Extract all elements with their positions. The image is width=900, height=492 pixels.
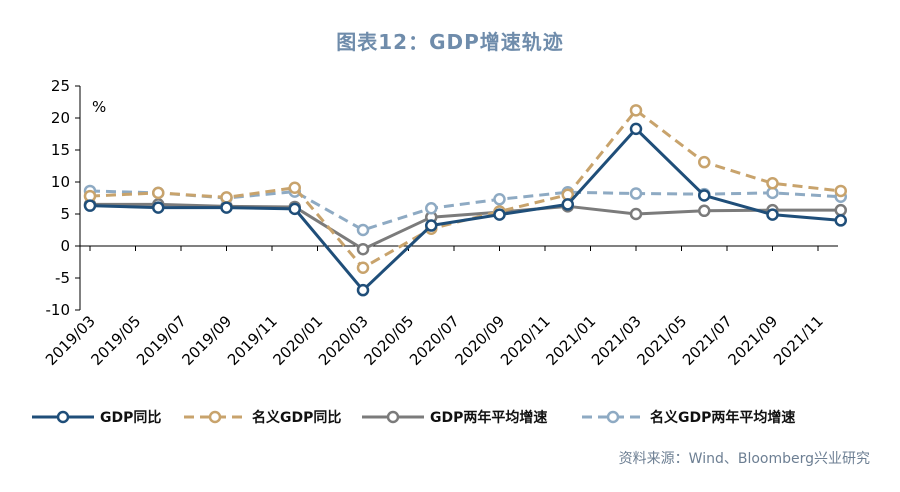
data-point (356, 242, 370, 256)
legend-swatch-icon (582, 410, 644, 424)
series-line (89, 127, 841, 292)
y-tick-label: 15 (51, 141, 70, 159)
data-point (356, 283, 370, 297)
x-tick-label: 2019/05 (88, 312, 145, 369)
data-point (356, 261, 370, 275)
data-point (629, 207, 643, 221)
data-point (425, 219, 438, 232)
legend-item: GDP同比 (30, 404, 161, 430)
x-tick-label: 2019/09 (179, 312, 236, 369)
series-1 (83, 104, 847, 275)
data-point (834, 203, 847, 217)
data-point (288, 202, 301, 216)
data-point (629, 104, 643, 117)
x-tick-label: 2021/01 (543, 312, 600, 369)
legend-swatch-icon (32, 410, 94, 424)
series-layer (83, 104, 847, 297)
legend-swatch-icon (362, 410, 424, 424)
data-point (425, 201, 438, 215)
x-tick-label: 2020/05 (361, 312, 418, 369)
data-point (629, 122, 643, 136)
x-tick-label: 2021/03 (588, 312, 645, 369)
y-tick-label: 20 (51, 109, 70, 127)
data-point (220, 201, 233, 214)
data-point (766, 208, 779, 221)
data-point (629, 187, 643, 200)
legend-swatch-icon (184, 410, 246, 424)
x-tick-label: 2021/09 (725, 312, 782, 369)
data-point (83, 199, 97, 212)
data-point (698, 189, 711, 202)
x-tick-label: 2019/07 (133, 312, 190, 369)
x-tick-label: 2020/03 (315, 312, 372, 369)
data-point (834, 214, 847, 227)
x-tick-label: 2019/11 (224, 312, 281, 369)
legend-item: 名义GDP两年平均增速 (580, 404, 795, 430)
x-tick-label: 2020/01 (270, 312, 327, 369)
y-tick-label: -5 (55, 269, 70, 287)
data-point (493, 193, 506, 206)
x-tick-label: 2020/07 (406, 312, 463, 369)
data-point (698, 204, 711, 218)
series-line (89, 108, 841, 270)
data-point (493, 208, 506, 221)
legend-label: 名义GDP同比 (252, 410, 342, 426)
series-0 (83, 122, 847, 297)
data-point (152, 186, 165, 200)
x-tick-label: 2020/11 (497, 312, 554, 369)
unit-label: % (92, 98, 106, 116)
legend-item: GDP两年平均增速 (360, 404, 547, 430)
data-point (766, 177, 779, 190)
legend-label: GDP两年平均增速 (430, 410, 548, 426)
y-tick-label: 5 (60, 205, 70, 223)
y-tick-label: 10 (51, 173, 70, 191)
y-tick-label: 25 (51, 77, 70, 95)
x-tick-label: 2021/07 (679, 312, 736, 369)
x-tick-label: 2020/09 (452, 312, 509, 369)
y-tick-label: -10 (46, 301, 71, 319)
data-point (561, 198, 574, 211)
legend-label: 名义GDP两年平均增速 (650, 410, 796, 426)
data-point (220, 191, 233, 204)
series-line (89, 189, 841, 232)
chart-title: 图表12：GDP增速轨迹 (336, 30, 564, 54)
legend-label: GDP同比 (100, 410, 162, 426)
series-line (90, 202, 841, 251)
source-note: 资料来源：Wind、Bloomberg兴业研究 (618, 451, 870, 467)
data-point (698, 155, 711, 169)
x-tick-label: 2019/03 (42, 312, 99, 369)
y-tick-label: 0 (60, 237, 70, 255)
legend-item: 名义GDP同比 (182, 404, 341, 430)
data-point (152, 201, 165, 214)
legend: GDP同比 名义GDP同比 GDP两年平均增速 名义GDP两年平均增速 (30, 404, 890, 430)
data-point (834, 184, 847, 198)
data-point (288, 181, 301, 195)
x-tick-label: 2021/11 (770, 312, 827, 369)
x-tick-label: 2021/05 (634, 312, 691, 369)
data-point (356, 223, 370, 237)
